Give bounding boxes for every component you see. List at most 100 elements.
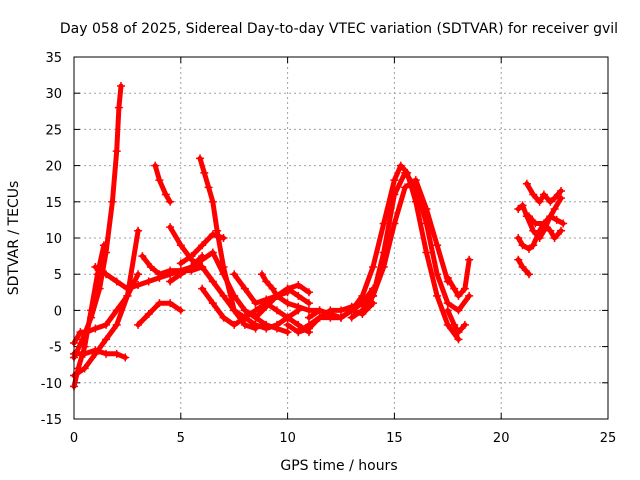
data-point bbox=[187, 252, 196, 261]
data-point bbox=[204, 183, 213, 192]
data-point bbox=[134, 226, 143, 235]
data-point bbox=[529, 241, 538, 250]
data-point bbox=[155, 270, 164, 279]
data-point bbox=[454, 306, 463, 315]
data-point bbox=[155, 176, 164, 185]
data-point bbox=[208, 197, 217, 206]
data-point bbox=[91, 262, 100, 271]
y-tick-label: 5 bbox=[54, 268, 62, 283]
data-point bbox=[230, 320, 239, 329]
data-point bbox=[123, 291, 132, 300]
data-point bbox=[262, 277, 271, 286]
data-point bbox=[454, 291, 463, 300]
data-point bbox=[80, 349, 89, 358]
data-point bbox=[337, 313, 345, 322]
y-tick-label: 30 bbox=[45, 87, 62, 102]
data-point bbox=[514, 255, 523, 264]
data-point bbox=[144, 277, 153, 286]
data-point bbox=[557, 186, 566, 195]
data-point bbox=[102, 320, 111, 329]
data-point bbox=[422, 205, 431, 214]
data-point bbox=[240, 306, 249, 315]
data-point bbox=[337, 306, 345, 315]
data-point bbox=[535, 197, 544, 206]
data-point bbox=[396, 161, 405, 170]
data-point bbox=[200, 168, 209, 177]
data-point bbox=[283, 313, 292, 322]
x-tick-label: 20 bbox=[493, 431, 510, 446]
data-point bbox=[552, 215, 561, 224]
series-arc-22 bbox=[327, 163, 461, 342]
x-tick-label: 10 bbox=[279, 431, 296, 446]
data-point bbox=[272, 291, 281, 300]
y-tick-label: 20 bbox=[45, 160, 62, 175]
data-point bbox=[465, 291, 474, 300]
x-tick-label: 15 bbox=[386, 431, 403, 446]
axis-ticks: -15 -10 -5 0 5 10 15 20 25 30 35 0 5 10 15 20 25 bbox=[41, 51, 617, 446]
data-point bbox=[411, 176, 420, 185]
data-point bbox=[546, 212, 555, 221]
plot-area bbox=[70, 81, 568, 391]
data-point bbox=[283, 328, 292, 337]
data-point bbox=[219, 262, 228, 271]
data-point bbox=[272, 324, 281, 333]
data-point bbox=[522, 179, 531, 188]
data-point bbox=[315, 306, 324, 315]
data-point bbox=[465, 255, 474, 264]
x-tick-label: 5 bbox=[177, 431, 185, 446]
data-point bbox=[208, 299, 217, 308]
x-tick-label: 0 bbox=[70, 431, 78, 446]
data-point bbox=[112, 277, 121, 286]
data-point bbox=[433, 270, 442, 279]
data-point bbox=[347, 306, 356, 315]
data-point bbox=[539, 190, 548, 199]
data-point bbox=[294, 302, 303, 311]
data-point bbox=[514, 205, 523, 214]
data-point bbox=[93, 270, 102, 279]
data-point bbox=[514, 234, 523, 242]
data-point bbox=[443, 273, 452, 282]
data-point bbox=[454, 335, 463, 344]
data-point bbox=[80, 342, 89, 351]
y-tick-label: 35 bbox=[45, 51, 62, 66]
data-point bbox=[422, 248, 431, 257]
data-point bbox=[550, 205, 559, 214]
data-point bbox=[283, 299, 292, 308]
data-point bbox=[559, 219, 568, 228]
data-point bbox=[443, 306, 452, 315]
data-point bbox=[272, 306, 281, 315]
data-point bbox=[146, 262, 155, 271]
data-point bbox=[546, 226, 555, 235]
data-point bbox=[358, 306, 367, 315]
data-point bbox=[390, 219, 399, 228]
data-point bbox=[198, 241, 207, 250]
grid-lines bbox=[74, 57, 608, 419]
data-point bbox=[251, 313, 260, 322]
data-point bbox=[102, 335, 111, 344]
data-point bbox=[401, 183, 410, 192]
data-point bbox=[187, 262, 196, 271]
y-tick-label: -5 bbox=[49, 341, 62, 356]
data-point bbox=[268, 284, 277, 293]
data-point bbox=[262, 302, 271, 311]
data-point bbox=[87, 306, 96, 315]
data-point bbox=[401, 168, 410, 177]
x-tick-label: 25 bbox=[600, 431, 617, 446]
data-point bbox=[369, 262, 378, 271]
data-point bbox=[294, 328, 303, 337]
data-point bbox=[166, 299, 175, 308]
data-point bbox=[134, 320, 143, 329]
data-point bbox=[230, 306, 239, 315]
data-point bbox=[112, 306, 121, 315]
data-point bbox=[82, 328, 91, 337]
data-point bbox=[166, 223, 175, 232]
data-point bbox=[208, 277, 217, 286]
data-point bbox=[304, 306, 313, 315]
data-point bbox=[531, 219, 540, 228]
data-point bbox=[166, 197, 175, 206]
data-point bbox=[144, 310, 153, 319]
series-arc-14 bbox=[199, 286, 301, 328]
data-point bbox=[155, 299, 164, 308]
data-point bbox=[358, 291, 367, 300]
data-point bbox=[251, 324, 260, 333]
